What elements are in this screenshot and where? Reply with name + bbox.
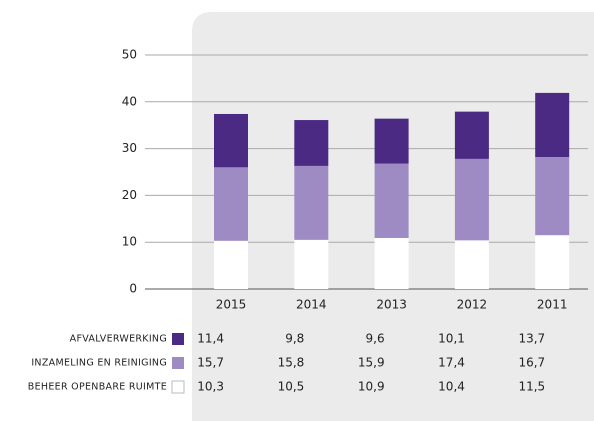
legend-label: BEHEER OPENBARE RUIMTE — [28, 382, 167, 393]
bar-segment — [374, 163, 409, 238]
bar-segment — [294, 239, 329, 289]
table-value: 10,5 — [278, 380, 305, 394]
bar-segment — [454, 111, 489, 159]
table-value: 10,1 — [438, 332, 465, 346]
table-value: 15,7 — [197, 356, 224, 370]
bar-segment — [214, 113, 248, 168]
table-value: 10,3 — [197, 380, 224, 394]
table-value: 13,7 — [518, 332, 545, 346]
bar-segment — [294, 120, 329, 166]
x-tick-label: 2013 — [376, 298, 407, 312]
table-value: 15,9 — [358, 356, 385, 370]
legend-label: INZAMELING EN REINIGING — [31, 358, 167, 369]
table-value: 9,6 — [366, 332, 385, 346]
x-tick-label: 2015 — [216, 298, 247, 312]
y-tick-label: 10 — [122, 235, 137, 249]
bar-segment — [535, 235, 570, 289]
y-tick-label: 40 — [122, 94, 137, 108]
table-value: 16,7 — [518, 356, 545, 370]
legend-swatch — [172, 333, 184, 345]
y-tick-label: 30 — [122, 141, 137, 155]
x-tick-label: 2014 — [296, 298, 327, 312]
table-value: 10,4 — [438, 380, 465, 394]
legend-swatch — [171, 380, 185, 394]
table-value: 10,9 — [358, 380, 385, 394]
bar-segment — [214, 167, 248, 241]
y-tick-label: 20 — [122, 188, 137, 202]
bar-segment — [454, 240, 489, 289]
bar-segment — [374, 118, 409, 164]
table-value: 17,4 — [438, 356, 465, 370]
y-tick-label: 0 — [129, 282, 137, 296]
table-value: 9,8 — [285, 332, 304, 346]
table-value: 11,4 — [197, 332, 224, 346]
legend-label: AFVALVERWERKING — [70, 334, 167, 345]
table-value: 11,5 — [518, 380, 545, 394]
y-tick-label: 50 — [122, 48, 137, 62]
x-tick-label: 2012 — [457, 298, 488, 312]
bar-segment — [374, 237, 409, 289]
table-value: 15,8 — [278, 356, 305, 370]
bar-segment — [535, 92, 570, 158]
legend-swatch — [172, 357, 184, 369]
bar-segment — [535, 157, 570, 236]
bar-segment — [294, 165, 329, 240]
bar-segment — [214, 240, 248, 289]
x-tick-label: 2011 — [537, 298, 568, 312]
bar-segment — [454, 158, 489, 241]
